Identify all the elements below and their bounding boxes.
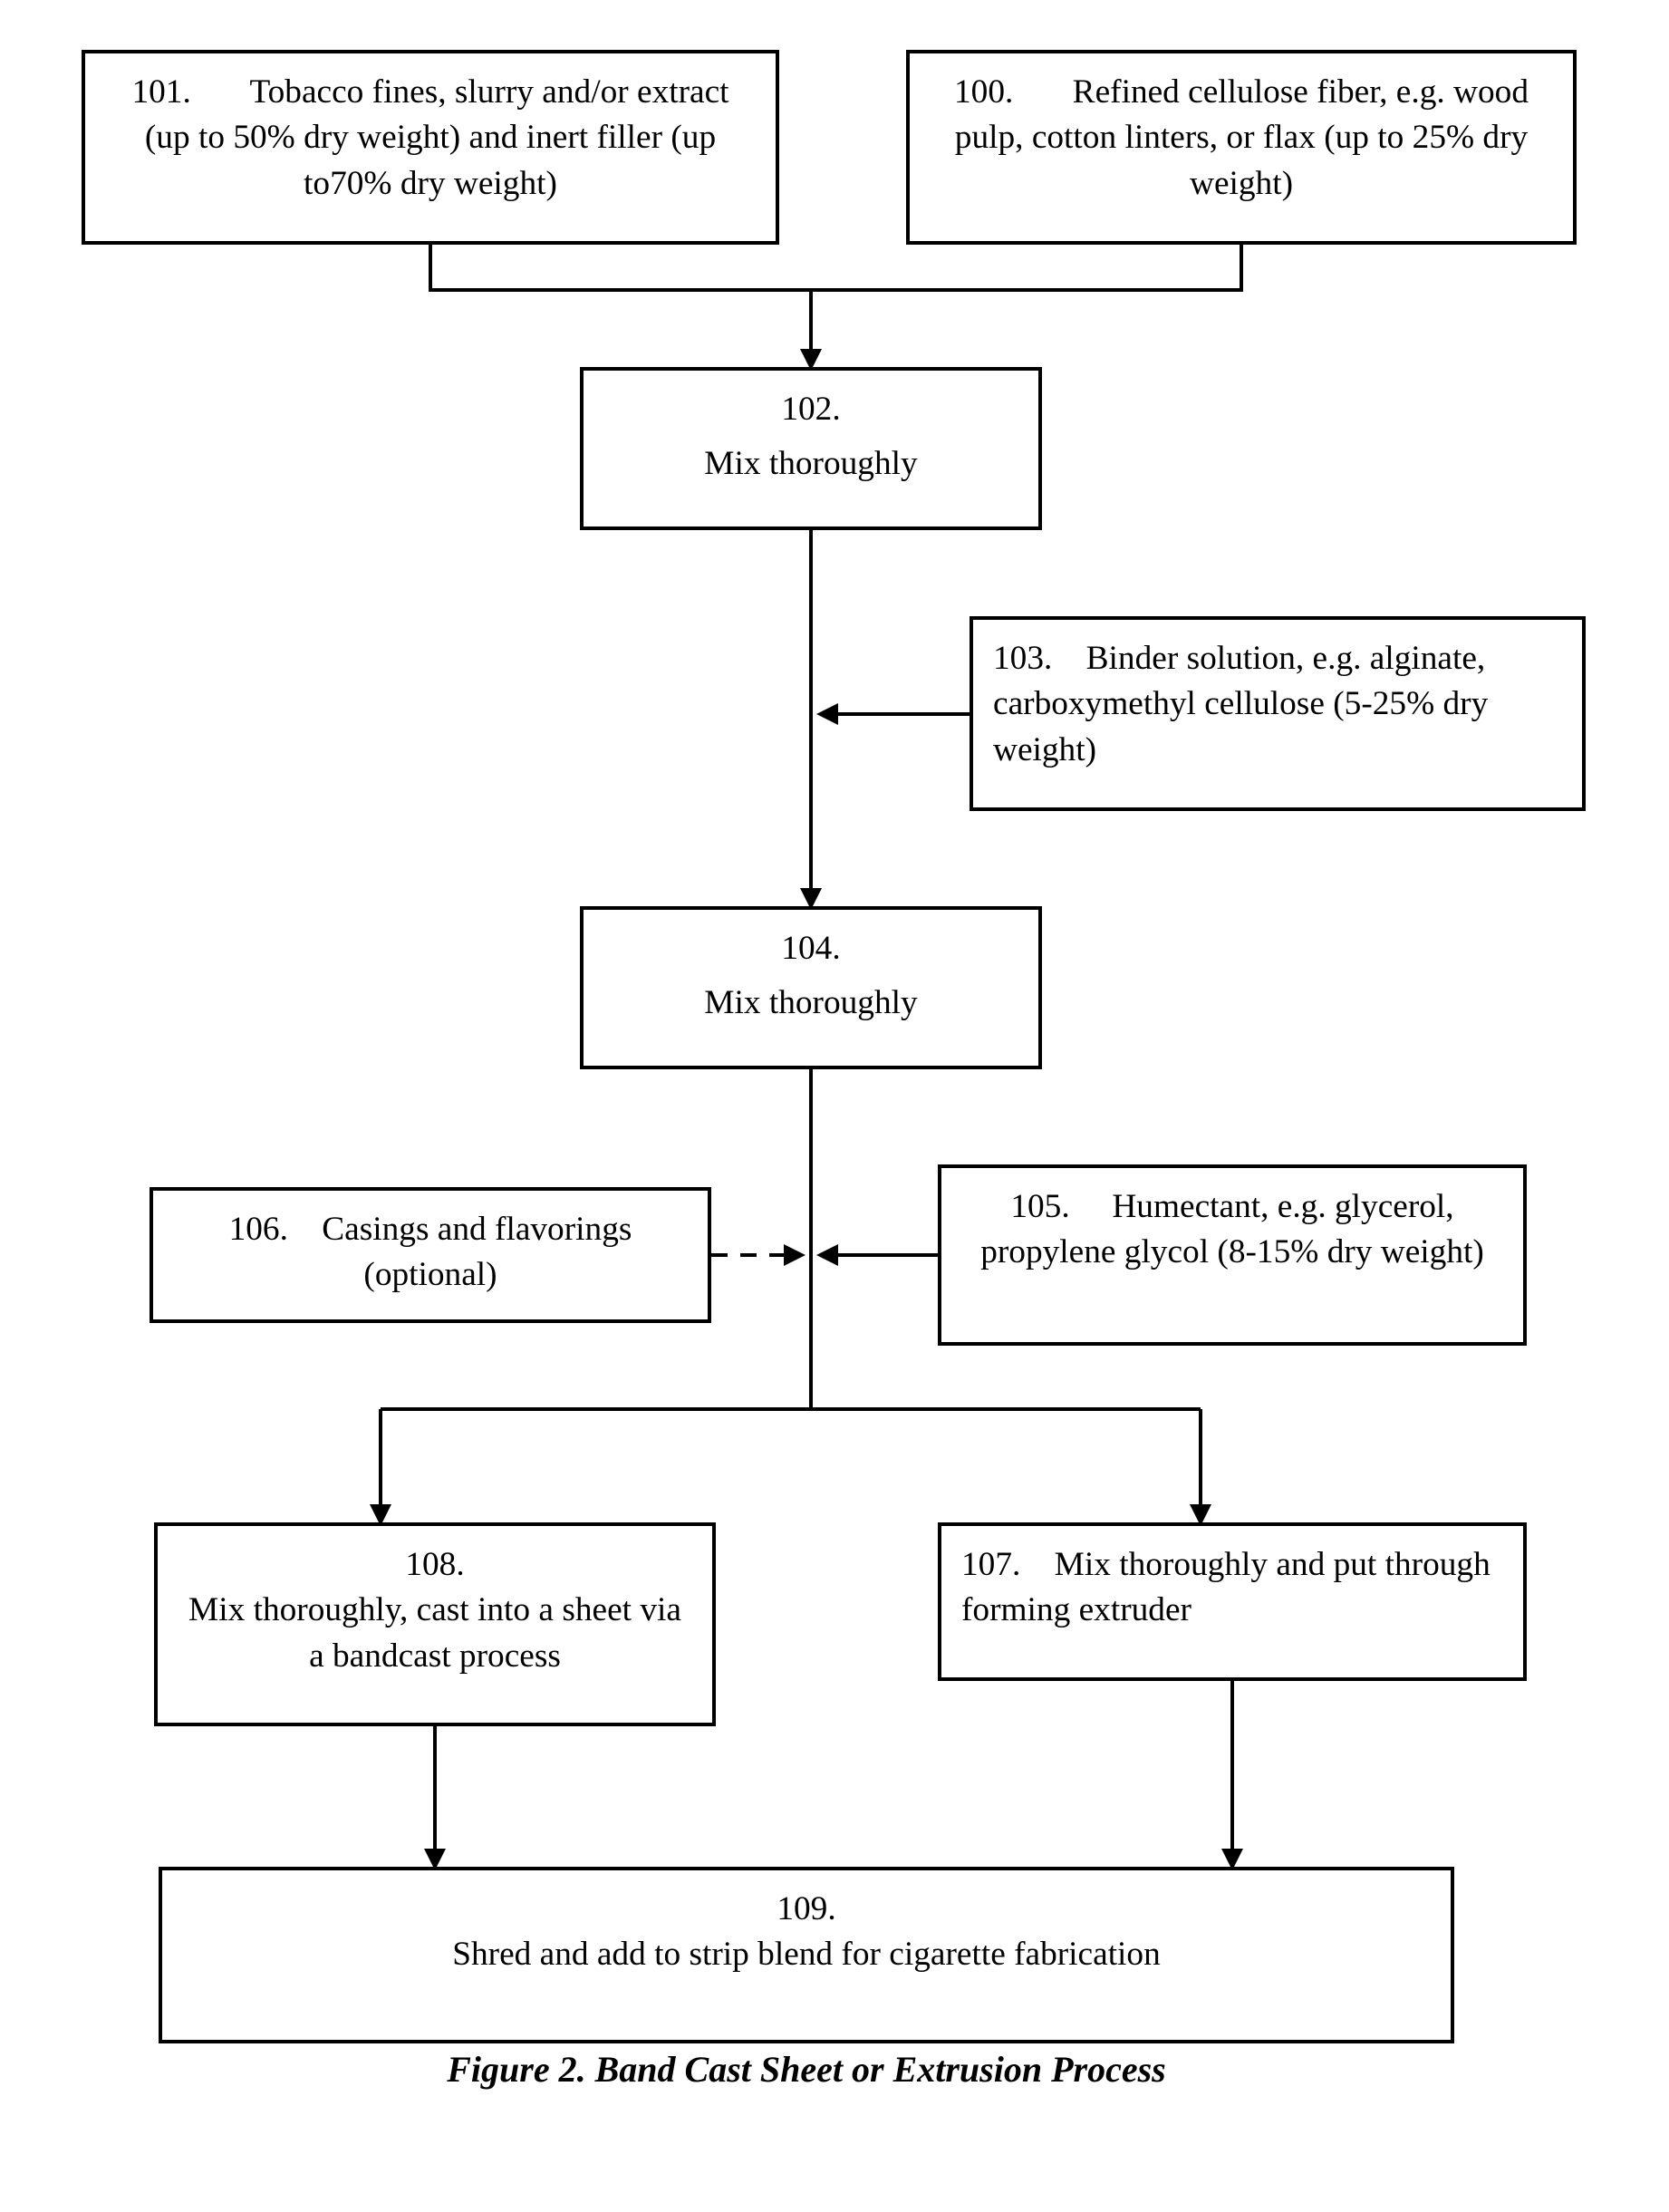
- node-104-mix: 104. Mix thoroughly: [580, 906, 1042, 1069]
- node-text: Mix thoroughly, cast into a sheet via a …: [188, 1591, 681, 1674]
- node-number: 105.: [1010, 1188, 1069, 1225]
- node-108-bandcast: 108. Mix thoroughly, cast into a sheet v…: [154, 1522, 716, 1726]
- node-number: 101.: [131, 73, 190, 111]
- node-101-tobacco-fines: 101. Tobacco fines, slurry and/or extrac…: [82, 50, 779, 245]
- node-105-humectant: 105. Humectant, e.g. glycerol, propylene…: [938, 1164, 1527, 1346]
- caption-text: Figure 2. Band Cast Sheet or Extrusion P…: [447, 2049, 1166, 2090]
- node-number: 109.: [777, 1890, 835, 1927]
- node-107-forming-extruder: 107. Mix thoroughly and put through form…: [938, 1522, 1527, 1681]
- node-text: Refined cellulose fiber, e.g. wood pulp,…: [955, 73, 1529, 202]
- node-number: 104.: [781, 930, 840, 967]
- edge-e101-join: [430, 245, 811, 290]
- node-number: 107.: [961, 1546, 1020, 1583]
- node-number: 108.: [405, 1546, 464, 1583]
- node-number: 103.: [993, 640, 1052, 677]
- node-text: Mix thoroughly and put through forming e…: [961, 1546, 1491, 1628]
- node-103-binder-solution: 103. Binder solution, e.g. alginate, car…: [970, 616, 1586, 811]
- node-number: 106.: [229, 1211, 288, 1248]
- node-number: 102.: [781, 391, 840, 428]
- node-text: Mix thoroughly: [704, 445, 917, 482]
- node-text: Tobacco fines, slurry and/or extract (up…: [145, 73, 729, 202]
- node-109-shred-blend: 109. Shred and add to strip blend for ci…: [159, 1867, 1454, 2043]
- node-text: Casings and flavorings (optional): [322, 1211, 632, 1293]
- node-106-casings-flavorings: 106. Casings and flavorings (optional): [150, 1187, 711, 1323]
- node-number: 100.: [954, 73, 1013, 111]
- edge-e100-join: [811, 245, 1241, 290]
- node-text: Mix thoroughly: [704, 984, 917, 1021]
- figure-caption: Figure 2. Band Cast Sheet or Extrusion P…: [159, 2048, 1454, 2091]
- node-100-refined-cellulose: 100. Refined cellulose fiber, e.g. wood …: [906, 50, 1577, 245]
- node-text: Shred and add to strip blend for cigaret…: [452, 1936, 1161, 1973]
- node-102-mix: 102. Mix thoroughly: [580, 367, 1042, 530]
- node-text: Binder solution, e.g. alginate, carboxym…: [993, 640, 1488, 768]
